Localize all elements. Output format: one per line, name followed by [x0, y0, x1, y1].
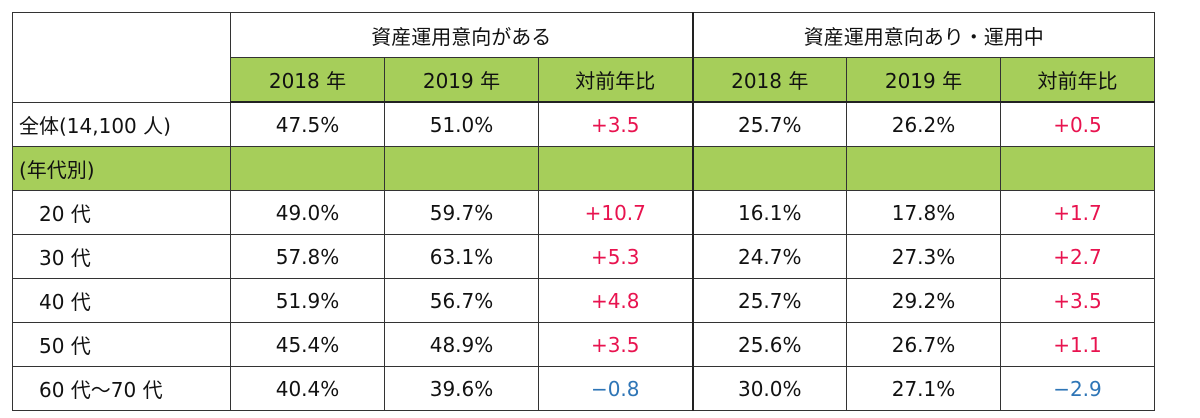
row-label: 20 代 [12, 190, 231, 235]
value-cell: 45.4% [230, 322, 385, 367]
change-cell: +1.7 [1000, 190, 1155, 235]
section-fill [230, 146, 385, 191]
survey-table-container: 資産運用意向がある 資産運用意向あり・運用中 2018 年 2019 年 対前年… [12, 12, 1155, 411]
change-cell: +3.5 [1000, 278, 1155, 323]
value-cell: 27.3% [846, 234, 1001, 279]
value-cell: 24.7% [691, 234, 847, 279]
value-cell: 39.6% [384, 366, 539, 411]
change-cell: +3.5 [538, 322, 693, 367]
table-row: 60 代～70 代 40.4% 39.6% −0.8 30.0% 27.1% −… [12, 366, 1155, 411]
row-label: 60 代～70 代 [12, 366, 231, 411]
value-cell: 47.5% [230, 101, 385, 147]
sub-header: 2019 年 [384, 57, 539, 103]
section-row: (年代別) [12, 146, 1155, 191]
change-cell: +10.7 [538, 190, 693, 235]
value-cell: 40.4% [230, 366, 385, 411]
overall-row: 全体(14,100 人) 47.5% 51.0% +3.5 25.7% 26.2… [12, 101, 1155, 147]
change-cell: +1.1 [1000, 322, 1155, 367]
value-cell: 56.7% [384, 278, 539, 323]
sub-header: 対前年比 [538, 57, 693, 103]
value-cell: 26.2% [846, 101, 1001, 147]
change-cell: +0.5 [1000, 101, 1155, 147]
value-cell: 26.7% [846, 322, 1001, 367]
section-fill [538, 146, 693, 191]
group-header-row: 資産運用意向がある 資産運用意向あり・運用中 [12, 12, 1155, 103]
section-label: (年代別) [12, 146, 231, 191]
group-header-intent: 資産運用意向がある [230, 12, 693, 58]
change-cell: +5.3 [538, 234, 693, 279]
section-fill [846, 146, 1001, 191]
value-cell: 25.6% [691, 322, 847, 367]
section-fill [384, 146, 539, 191]
change-cell: −0.8 [538, 366, 693, 411]
value-cell: 59.7% [384, 190, 539, 235]
value-cell: 57.8% [230, 234, 385, 279]
value-cell: 16.1% [691, 190, 847, 235]
value-cell: 51.9% [230, 278, 385, 323]
group-header-intent-active: 資産運用意向あり・運用中 [691, 12, 1155, 58]
change-cell: +3.5 [538, 101, 693, 147]
table-row: 50 代 45.4% 48.9% +3.5 25.6% 26.7% +1.1 [12, 322, 1155, 367]
table-row: 30 代 57.8% 63.1% +5.3 24.7% 27.3% +2.7 [12, 234, 1155, 279]
sub-header: 対前年比 [1000, 57, 1155, 103]
row-label: 30 代 [12, 234, 231, 279]
change-cell: +2.7 [1000, 234, 1155, 279]
corner-cell [12, 12, 231, 103]
section-fill [691, 146, 847, 191]
sub-header: 2019 年 [846, 57, 1001, 103]
value-cell: 27.1% [846, 366, 1001, 411]
sub-header-row: 2018 年 2019 年 対前年比 2018 年 2019 年 対前年比 [13, 57, 1155, 103]
row-label: 50 代 [12, 322, 231, 367]
table-row: 40 代 51.9% 56.7% +4.8 25.7% 29.2% +3.5 [12, 278, 1155, 323]
row-label: 全体(14,100 人) [12, 101, 231, 147]
sub-header: 2018 年 [691, 57, 847, 103]
value-cell: 25.7% [691, 101, 847, 147]
section-fill [1000, 146, 1155, 191]
value-cell: 25.7% [691, 278, 847, 323]
sub-header: 2018 年 [230, 57, 385, 103]
table-row: 20 代 49.0% 59.7% +10.7 16.1% 17.8% +1.7 [12, 190, 1155, 235]
asset-management-intent-table: 資産運用意向がある 資産運用意向あり・運用中 2018 年 2019 年 対前年… [12, 12, 1155, 411]
row-label: 40 代 [12, 278, 231, 323]
change-cell: −2.9 [1000, 366, 1155, 411]
value-cell: 51.0% [384, 101, 539, 147]
value-cell: 63.1% [384, 234, 539, 279]
value-cell: 30.0% [691, 366, 847, 411]
value-cell: 48.9% [384, 322, 539, 367]
value-cell: 17.8% [846, 190, 1001, 235]
change-cell: +4.8 [538, 278, 693, 323]
value-cell: 49.0% [230, 190, 385, 235]
value-cell: 29.2% [846, 278, 1001, 323]
